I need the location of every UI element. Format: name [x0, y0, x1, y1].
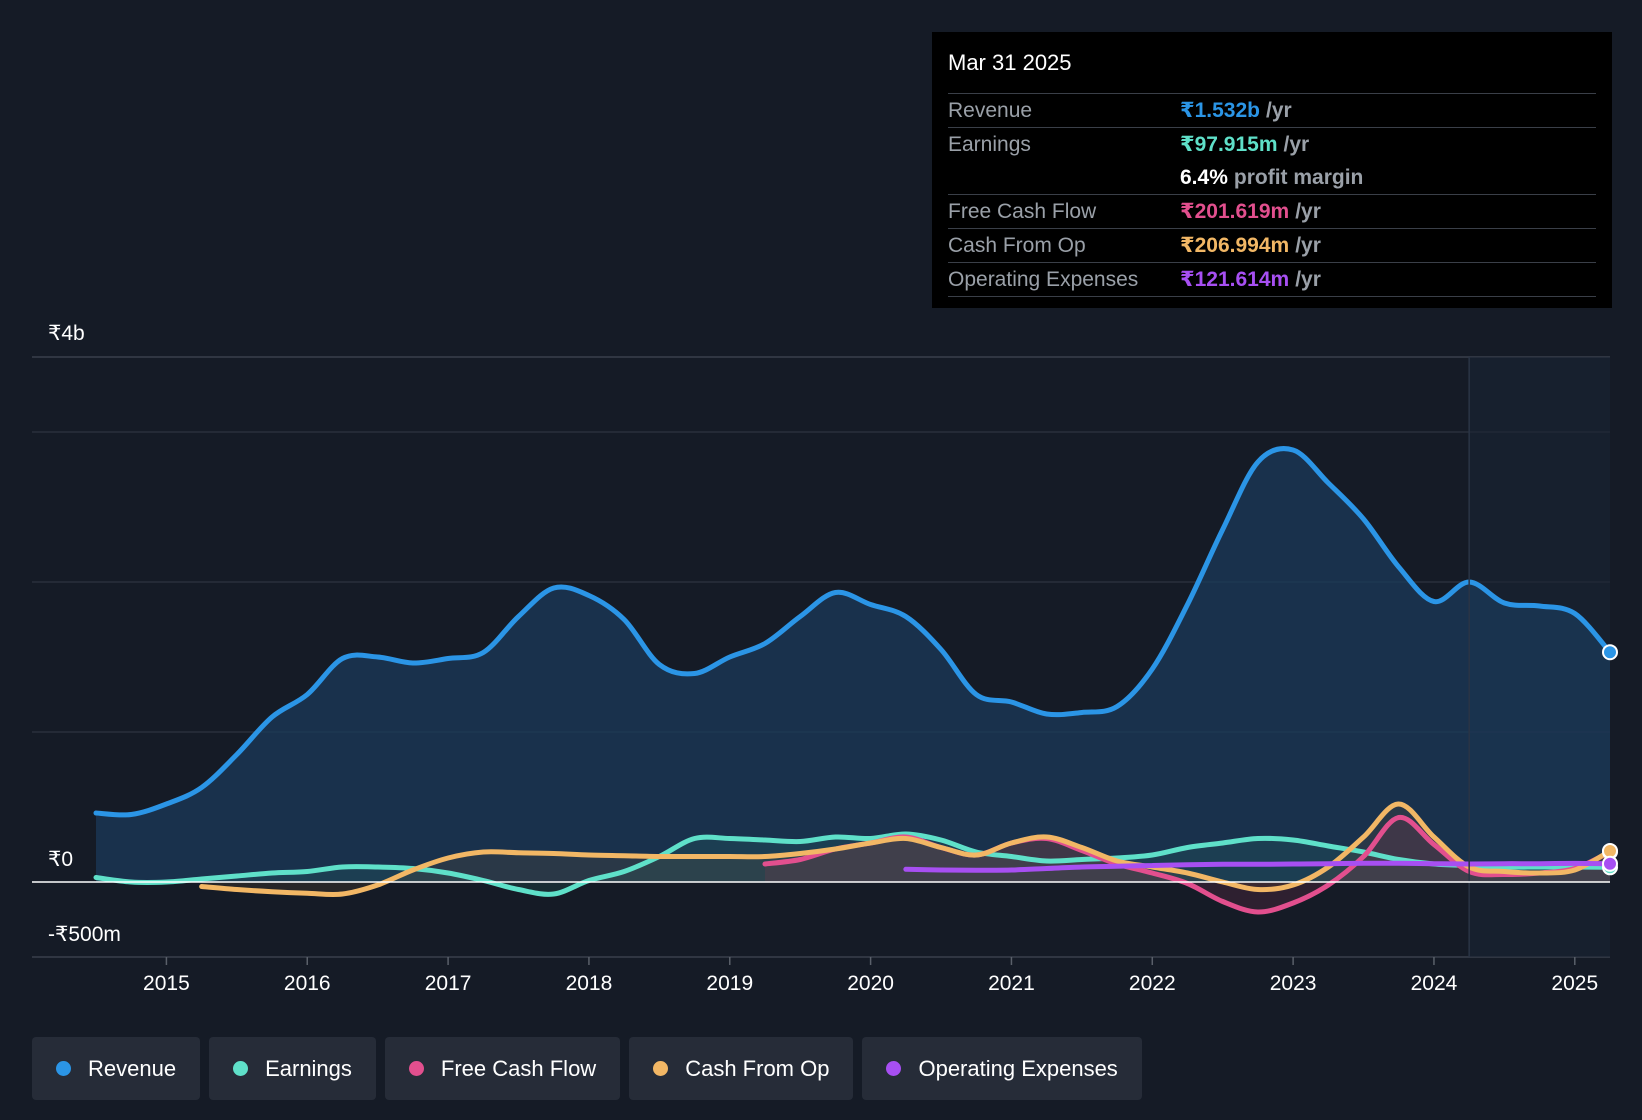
y-label-top: ₹4b	[48, 322, 85, 345]
tooltip-row-opex: Operating Expenses ₹121.614m /yr	[948, 263, 1596, 297]
free-cash-flow-area	[764, 817, 1610, 913]
tooltip-unit: /yr	[1295, 268, 1321, 291]
cash-from-op-area	[201, 804, 1610, 895]
tooltip-row-cfo: Cash From Op ₹206.994m /yr	[948, 229, 1596, 263]
tooltip-row-margin: 6.4% profit margin	[948, 161, 1596, 195]
chart-endpoints	[1602, 644, 1618, 876]
tooltip-value: ₹201.619m	[1180, 200, 1290, 223]
legend-item-earnings[interactable]: Earnings	[209, 1037, 376, 1100]
operating-expenses-line	[903, 860, 1613, 873]
tooltip-label: Free Cash Flow	[948, 200, 1097, 223]
legend-item-cash-from-op[interactable]: Cash From Op	[629, 1037, 854, 1100]
tooltip-unit: /yr	[1295, 234, 1321, 257]
tooltip-value: ₹1.532b	[1180, 99, 1260, 122]
tooltip-value: ₹206.994m	[1180, 234, 1290, 257]
y-label-bottom: -₹500m	[48, 923, 121, 946]
tooltip-row-revenue: Revenue ₹1.532b /yr	[948, 94, 1596, 128]
tooltip-row-fcf: Free Cash Flow ₹201.619m /yr	[948, 195, 1596, 229]
tooltip-label: Earnings	[948, 133, 1031, 156]
legend-item-operating-expenses[interactable]: Operating Expenses	[862, 1037, 1142, 1100]
x-tick-label: 2015	[143, 972, 190, 995]
legend-dot-icon	[408, 1061, 424, 1076]
x-tick-label: 2018	[566, 972, 613, 995]
tooltip-unit: /yr	[1295, 200, 1321, 223]
tooltip-unit: profit margin	[1233, 166, 1364, 189]
x-axis-ticks: 2015 2016 2017 2018 2019 2020 2021 2022 2023 2024…	[143, 957, 1598, 995]
legend-item-revenue[interactable]: Revenue	[32, 1037, 201, 1100]
tooltip-date: Mar 31 2025	[948, 46, 1596, 94]
legend-dot-icon	[56, 1061, 71, 1076]
legend-label: Earnings	[265, 1055, 352, 1081]
legend: Revenue Earnings Free Cash Flow Cash Fro…	[32, 1037, 1142, 1100]
legend-item-free-cash-flow[interactable]: Free Cash Flow	[384, 1037, 621, 1100]
y-label-zero: ₹0	[48, 848, 73, 871]
x-tick-label: 2025	[1551, 972, 1598, 995]
tooltip-value: ₹97.915m	[1180, 133, 1278, 156]
cash-from-op-line	[199, 801, 1613, 898]
legend-dot-icon	[233, 1061, 249, 1076]
revenue-line	[93, 446, 1613, 818]
revenue-area	[96, 448, 1610, 882]
tooltip-label: Operating Expenses	[948, 268, 1139, 291]
legend-label: Cash From Op	[685, 1055, 830, 1081]
revenue-endpoint	[1602, 644, 1618, 661]
tooltip-label: Revenue	[948, 99, 1033, 122]
chart-lines	[93, 446, 1613, 915]
x-tick-label: 2024	[1411, 972, 1458, 995]
tooltip-value: 6.4%	[1180, 166, 1228, 189]
legend-label: Free Cash Flow	[440, 1055, 597, 1081]
x-tick-label: 2017	[425, 972, 472, 995]
tooltip-value: ₹121.614m	[1180, 268, 1290, 291]
x-tick-label: 2016	[284, 972, 331, 995]
x-tick-label: 2021	[988, 972, 1035, 995]
tooltip-label: Cash From Op	[948, 234, 1086, 257]
earnings-line	[93, 831, 1613, 897]
tooltip-row-earnings: Earnings ₹97.915m /yr	[948, 128, 1596, 161]
x-tick-label: 2020	[847, 972, 894, 995]
x-tick-label: 2019	[706, 972, 753, 995]
tooltip-unit: /yr	[1283, 133, 1310, 156]
legend-label: Revenue	[88, 1055, 177, 1081]
legend-dot-icon	[653, 1061, 669, 1076]
tooltip-unit: /yr	[1266, 99, 1292, 122]
operating-expenses-endpoint	[1602, 855, 1618, 872]
tooltip-panel: Mar 31 2025 Revenue ₹1.532b /yr Earnings…	[932, 32, 1612, 308]
tooltip-label	[948, 161, 1180, 194]
x-tick-label: 2023	[1270, 972, 1317, 995]
legend-dot-icon	[886, 1061, 902, 1076]
x-tick-label: 2022	[1129, 972, 1176, 995]
legend-label: Operating Expenses	[918, 1055, 1118, 1081]
